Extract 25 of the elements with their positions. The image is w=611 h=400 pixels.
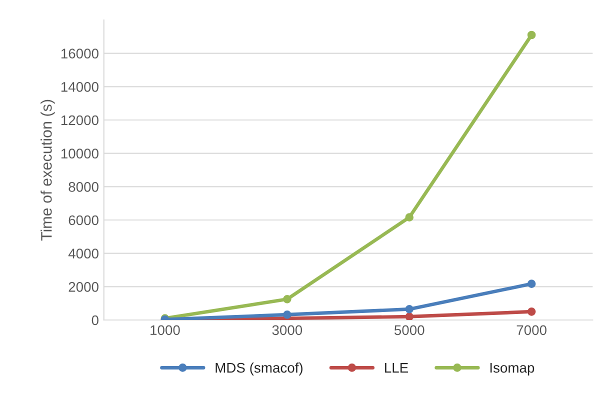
point: [405, 213, 414, 222]
y-tick-label: 12000: [61, 115, 98, 126]
y-tick-label: 6000: [68, 215, 98, 226]
legend-label: Isomap: [490, 363, 534, 376]
x-tick-label: 3000: [272, 325, 302, 336]
point: [405, 312, 414, 320]
x-tick-label: 7000: [516, 325, 546, 336]
y-tick-label: 4000: [68, 248, 98, 259]
legend-label: MDS (smacof): [216, 362, 302, 376]
y-tick-label: 10000: [61, 148, 98, 159]
point: [405, 305, 414, 314]
y-tick-label: 0: [92, 315, 98, 326]
y-tick-label: 16000: [61, 48, 98, 59]
point: [283, 295, 292, 304]
x-tick-label: 5000: [394, 325, 424, 336]
point: [527, 280, 536, 288]
y-axis-title: Time of execution (s): [40, 100, 55, 241]
point: [527, 308, 536, 316]
y-tick-label: 14000: [61, 82, 98, 92]
y-tick-label: 8000: [68, 182, 98, 192]
point: [527, 30, 536, 40]
y-tick-label: 2000: [68, 282, 98, 292]
x-tick-label: 1000: [150, 325, 180, 336]
legend-label: LLE: [385, 363, 408, 373]
point: [283, 310, 292, 319]
